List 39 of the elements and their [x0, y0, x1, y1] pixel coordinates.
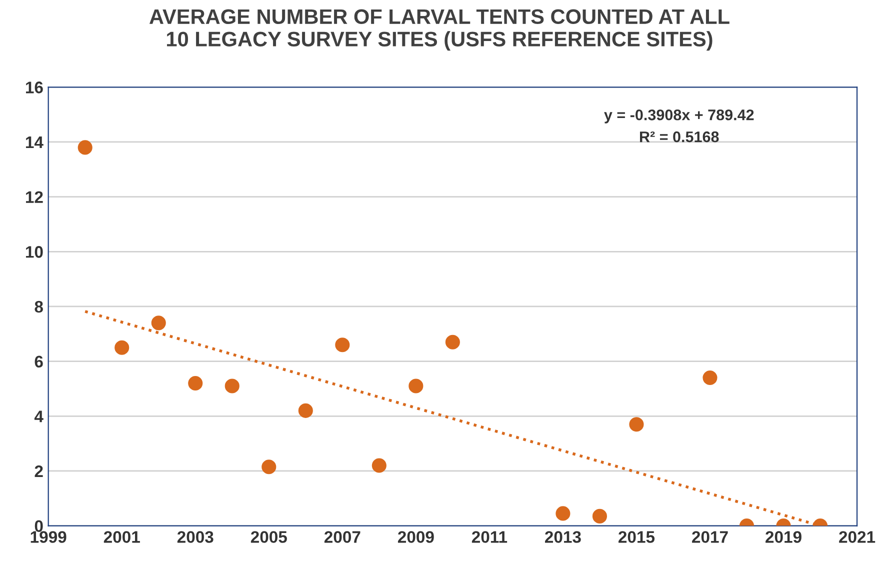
- point: [151, 316, 166, 330]
- y-tick-label: 10: [26, 246, 43, 258]
- x-tick-label: 2007: [324, 531, 360, 543]
- x-tick-label: 2005: [250, 531, 287, 543]
- y-tick-label: 12: [26, 191, 43, 203]
- x-tick-label: 2003: [177, 531, 214, 543]
- x-tick-label: 2011: [472, 531, 508, 543]
- point: [629, 417, 644, 432]
- point: [408, 378, 424, 394]
- point: [262, 460, 276, 474]
- annotation: R² = 0.5168: [640, 131, 719, 142]
- x-tick-label: 2021: [839, 531, 876, 543]
- x-tick-label: 1999: [30, 531, 66, 543]
- y-tick-label: 6: [34, 356, 43, 368]
- y-tick-label: 0: [34, 520, 43, 532]
- chart-title: AVERAGE NUMBER OF LARVAL TENTS COUNTED AT ALL 10 LEGACY SURVEY SITES (USFS REFERENCE SITES): [149, 9, 730, 51]
- point: [298, 403, 313, 418]
- point: [78, 140, 92, 155]
- point: [592, 508, 607, 524]
- point: [372, 458, 386, 473]
- x-tick-label: 2013: [545, 531, 581, 543]
- point: [702, 370, 718, 386]
- point: [556, 506, 570, 521]
- point: [188, 376, 203, 391]
- point: [335, 338, 350, 352]
- point: [114, 340, 130, 355]
- y-tick-label: 8: [34, 300, 43, 313]
- point: [445, 334, 460, 350]
- x-tick-label: 2009: [398, 531, 434, 543]
- annotation: y = -0.3908x + 789.42: [604, 109, 754, 124]
- x-tick-label: 2017: [692, 531, 728, 543]
- y-tick-label: 16: [26, 82, 43, 94]
- x-tick-label: 2019: [766, 531, 802, 543]
- x-tick-label: 2001: [104, 531, 140, 543]
- y-tick-label: 2: [34, 465, 43, 478]
- y-tick-label: 14: [26, 136, 44, 148]
- point: [224, 378, 240, 394]
- x-tick-label: 2015: [618, 531, 655, 543]
- y-tick-label: 4: [34, 410, 44, 422]
